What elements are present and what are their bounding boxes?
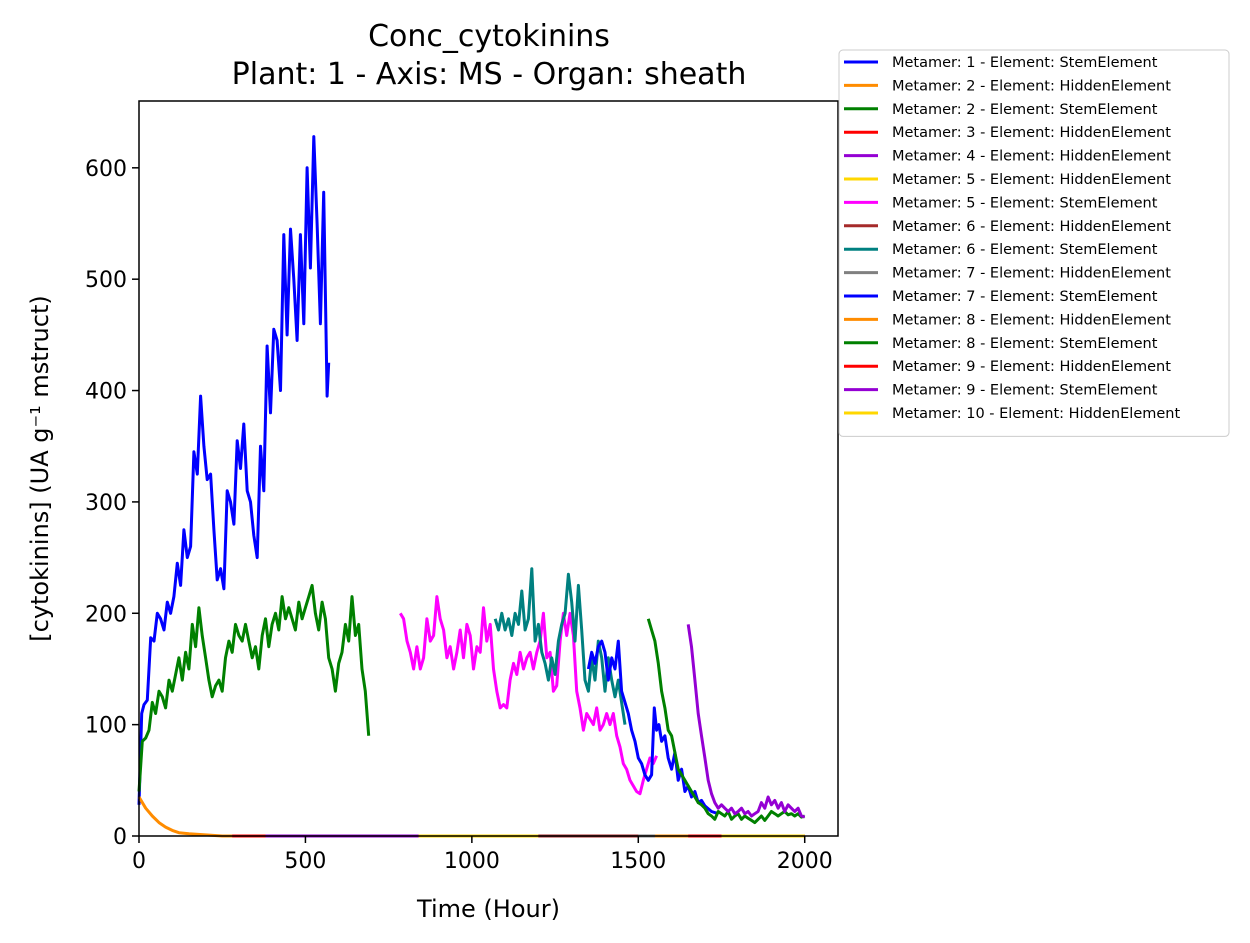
legend-label: Metamer: 8 - Element: StemElement: [892, 336, 1158, 352]
series-line-9: [493, 567, 627, 725]
legend-entry: Metamer: 8 - Element: StemElement: [844, 336, 1158, 352]
x-tick-label: 2000: [777, 849, 833, 874]
y-tick-label: 0: [113, 825, 127, 850]
plot-area: 0 500 1000 1500 2000 0 100 200 300 400 500 600: [85, 100, 839, 874]
legend-entry: Metamer: 9 - Element: HiddenElement: [844, 359, 1171, 375]
legend: Metamer: 1 - Element: StemElement Metamer…: [838, 49, 1230, 437]
legend-label: Metamer: 9 - Element: HiddenElement: [892, 359, 1171, 375]
x-tick-label: 500: [284, 849, 326, 874]
legend-label: Metamer: 5 - Element: HiddenElement: [892, 172, 1171, 188]
legend-label: Metamer: 6 - Element: StemElement: [892, 242, 1158, 258]
legend-entry: Metamer: 1 - Element: StemElement: [844, 55, 1158, 71]
series-line-1: [137, 135, 331, 805]
x-tick-label: 1500: [610, 849, 666, 874]
legend-label: Metamer: 10 - Element: HiddenElement: [892, 406, 1180, 422]
y-axis-label: [cytokinins] (UA g⁻¹ mstruct): [26, 295, 54, 641]
legend-entry: Metamer: 4 - Element: HiddenElement: [844, 149, 1171, 165]
legend-label: Metamer: 2 - Element: HiddenElement: [892, 78, 1171, 94]
legend-label: Metamer: 6 - Element: HiddenElement: [892, 219, 1171, 235]
legend-entry: Metamer: 2 - Element: StemElement: [844, 102, 1158, 118]
series-line-13: [646, 618, 806, 825]
legend-entry: Metamer: 6 - Element: HiddenElement: [844, 219, 1171, 235]
legend-entry: Metamer: 7 - Element: StemElement: [844, 289, 1158, 305]
y-tick-label: 500: [85, 268, 127, 293]
legend-entry: Metamer: 6 - Element: StemElement: [844, 242, 1158, 258]
legend-label: Metamer: 3 - Element: HiddenElement: [892, 125, 1171, 141]
x-axis-label: Time (Hour): [416, 895, 560, 923]
legend-entry: Metamer: 2 - Element: HiddenElement: [844, 78, 1171, 94]
series-line-7: [399, 595, 658, 796]
legend-label: Metamer: 8 - Element: HiddenElement: [892, 312, 1171, 328]
chart-subtitle: Plant: 1 - Axis: MS - Organ: sheath: [232, 57, 747, 92]
legend-entry: Metamer: 5 - Element: StemElement: [844, 195, 1158, 211]
legend-entry: Metamer: 7 - Element: HiddenElement: [844, 266, 1171, 282]
series-line-11: [586, 639, 719, 816]
legend-label: Metamer: 2 - Element: StemElement: [892, 102, 1158, 118]
x-tick-label: 0: [132, 849, 146, 874]
legend-box: [838, 49, 1230, 437]
series-lines: [137, 135, 806, 838]
legend-entry: Metamer: 5 - Element: HiddenElement: [844, 172, 1171, 188]
series-line-2: [137, 796, 239, 838]
plot-frame: [138, 100, 839, 837]
x-axis-ticks: 0 500 1000 1500 2000: [132, 836, 833, 874]
legend-entry: Metamer: 9 - Element: StemElement: [844, 383, 1158, 399]
y-tick-label: 400: [85, 380, 127, 405]
legend-label: Metamer: 9 - Element: StemElement: [892, 383, 1158, 399]
y-axis-ticks: 0 100 200 300 400 500 600: [85, 157, 139, 850]
legend-entry: Metamer: 3 - Element: HiddenElement: [844, 125, 1171, 141]
legend-label: Metamer: 5 - Element: StemElement: [892, 195, 1158, 211]
legend-label: Metamer: 1 - Element: StemElement: [892, 55, 1158, 71]
legend-entry: Metamer: 10 - Element: HiddenElement: [844, 406, 1180, 422]
legend-label: Metamer: 7 - Element: HiddenElement: [892, 266, 1171, 282]
series-line-3: [137, 583, 371, 792]
y-tick-label: 100: [85, 714, 127, 739]
chart-title: Conc_cytokinins: [368, 19, 610, 54]
legend-items: Metamer: 1 - Element: StemElement Metamer…: [844, 55, 1180, 422]
y-tick-label: 600: [85, 157, 127, 182]
legend-entry: Metamer: 8 - Element: HiddenElement: [844, 312, 1171, 328]
x-tick-label: 1000: [444, 849, 500, 874]
legend-label: Metamer: 4 - Element: HiddenElement: [892, 149, 1171, 165]
y-tick-label: 300: [85, 491, 127, 516]
legend-label: Metamer: 7 - Element: StemElement: [892, 289, 1158, 305]
y-tick-label: 200: [85, 602, 127, 627]
series-line-15: [686, 624, 806, 819]
